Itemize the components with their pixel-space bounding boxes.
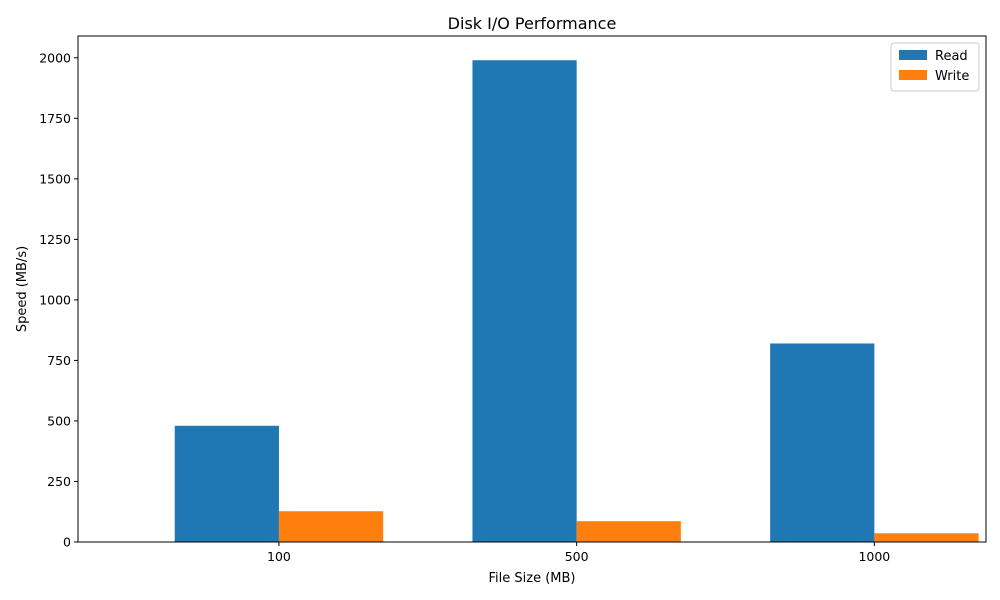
y-tick-label: 1500	[39, 171, 71, 186]
y-axis-label: Speed (MB/s)	[15, 246, 30, 332]
x-axis: 100 500 1000	[267, 542, 890, 564]
y-tick-label: 2000	[39, 50, 71, 65]
y-tick-label: 1000	[39, 292, 71, 307]
y-tick-label: 500	[47, 413, 71, 428]
y-tick-label: 750	[47, 353, 71, 368]
bar-write-500	[576, 521, 681, 542]
legend: Read Write	[890, 42, 980, 92]
y-tick-label: 1750	[39, 111, 71, 126]
bar-read-500	[472, 60, 577, 543]
legend-label-read: Read	[935, 49, 968, 64]
y-tick-label: 0	[63, 535, 71, 550]
x-tick-label: 1000	[858, 549, 890, 564]
bar-read-100	[174, 425, 279, 542]
y-axis: 0 250 500 750 1000 1250 1500 1750 2000	[39, 50, 78, 550]
bar-read-1000	[770, 343, 875, 542]
plot-frame	[77, 35, 987, 543]
legend-label-write: Write	[935, 69, 969, 84]
legend-swatch-read	[899, 50, 927, 60]
bar-write-1000	[874, 533, 979, 542]
legend-swatch-write	[899, 70, 927, 80]
x-tick-label: 100	[267, 549, 291, 564]
chart-title: Disk I/O Performance	[448, 14, 617, 33]
bars-group	[174, 60, 979, 543]
y-tick-label: 250	[47, 474, 71, 489]
bar-write-100	[278, 511, 384, 542]
y-tick-label: 1250	[39, 232, 71, 247]
x-tick-label: 500	[565, 549, 589, 564]
x-axis-label: File Size (MB)	[489, 571, 576, 586]
